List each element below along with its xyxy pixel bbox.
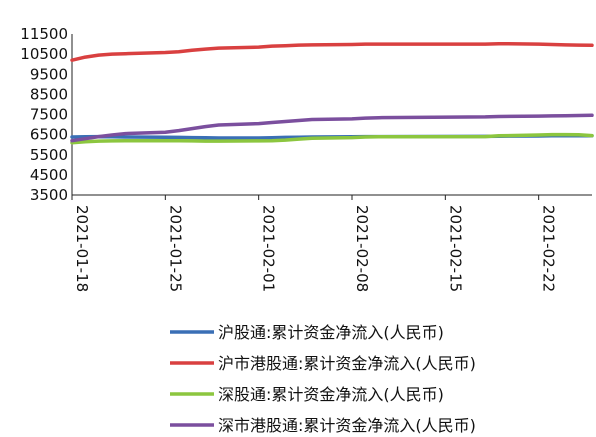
- x-tick-label: 2021-02-08: [353, 205, 371, 292]
- y-tick-label: 9500: [30, 65, 68, 83]
- y-tick-label: 8500: [30, 85, 68, 103]
- y-tick-label: 5500: [30, 146, 68, 164]
- legend-label: 沪市港股通:累计资金净流入(人民币): [218, 354, 476, 373]
- legend-label: 深股通:累计资金净流入(人民币): [218, 385, 444, 404]
- y-tick-label: 3500: [30, 186, 68, 204]
- y-tick-label: 10500: [20, 45, 68, 63]
- y-tick-label: 7500: [30, 106, 68, 124]
- x-tick-label: 2021-02-15: [446, 205, 464, 292]
- legend: 沪股通:累计资金净流入(人民币) 沪市港股通:累计资金净流入(人民币) 深股通:累计…: [170, 323, 476, 435]
- series-line: [70, 132, 594, 145]
- x-tick-label: 2021-01-25: [166, 205, 184, 292]
- legend-label: 深市港股通:累计资金净流入(人民币): [218, 416, 476, 435]
- x-axis: 2021-01-18 2021-01-25 2021-02-01 2021-02-08…: [71, 194, 592, 292]
- legend-label: 沪股通:累计资金净流入(人民币): [218, 323, 444, 342]
- y-tick-label: 4500: [30, 166, 68, 184]
- y-tick-label: 6500: [30, 126, 68, 144]
- x-tick-label: 2021-01-18: [73, 205, 91, 292]
- series-line: [70, 113, 594, 143]
- series-line: [70, 41, 594, 62]
- y-tick-label: 11500: [20, 25, 68, 43]
- plot-area: [70, 41, 594, 145]
- x-tick-label: 2021-02-01: [260, 205, 278, 292]
- x-tick-label: 2021-02-22: [540, 205, 558, 292]
- y-axis: 3500 4500 5500 6500 7500 8500 9500 10500 11500: [20, 25, 73, 204]
